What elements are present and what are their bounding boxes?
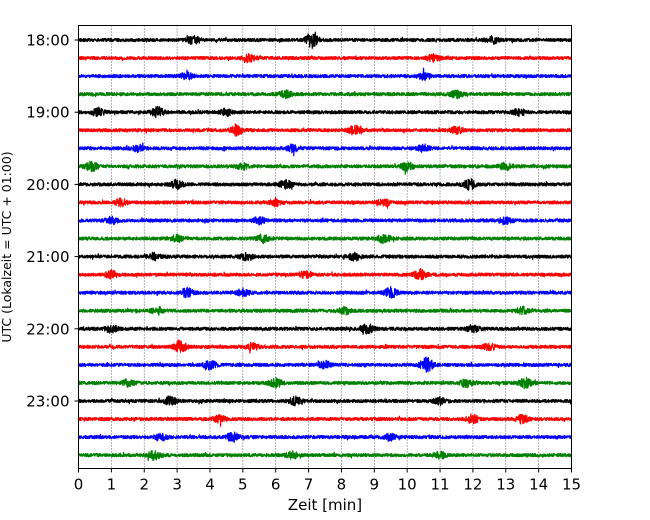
trace-line [77,376,573,390]
x-tick-label: 11 [430,476,449,494]
x-tick-label: 2 [139,476,149,494]
x-tick-label: 9 [370,476,380,494]
trace-line [77,431,573,444]
trace-series [77,31,573,462]
trace-line [77,215,573,226]
x-tick-label: 6 [271,476,281,494]
trace-line [77,286,573,299]
trace-line [77,123,572,137]
trace-line [78,160,573,175]
y-tick-label: 23:00 [26,393,69,411]
x-tick-label: 15 [562,476,581,494]
trace-line [77,305,573,316]
trace-line [78,197,573,209]
x-tick-label: 10 [398,476,417,494]
x-tick-label: 8 [337,476,347,494]
trace-line [77,142,573,157]
trace-line [77,52,573,64]
y-tick-label: 22:00 [26,320,69,338]
x-tick-label: 4 [205,476,215,494]
plot-frame [78,25,572,469]
x-tick-label: 13 [496,476,515,494]
x-tick-label: 0 [74,476,84,494]
y-tick-label: 19:00 [26,104,69,122]
trace-line [77,67,573,81]
y-axis-title: UTC (Lokalzeit = UTC + 01:00) [0,151,14,342]
vertical-gridlines [111,25,539,469]
x-tick-label: 5 [238,476,248,494]
x-tick-label: 7 [304,476,314,494]
y-tick-label: 18:00 [26,32,69,50]
trace-line [77,449,573,462]
x-tick-label: 3 [172,476,182,494]
trace-line [77,268,573,281]
x-tick-label: 1 [107,476,117,494]
y-tick-label: 20:00 [26,176,69,194]
x-axis-ticks: 0 1 2 3 4 5 6 7 8 9 10 11 12 13 14 15 [74,468,581,494]
x-tick-label: 12 [463,476,482,494]
y-tick-label: 21:00 [26,248,69,266]
trace-line [77,105,572,119]
y-axis-ticks: 18:00 19:00 20:00 21:00 22:00 23:00 [26,32,79,411]
trace-line [77,251,573,262]
x-axis-title: Zeit [min] [288,496,362,514]
trace-line [77,89,573,100]
trace-line [77,339,572,354]
x-tick-label: 14 [529,476,548,494]
trace-line [77,413,573,427]
trace-line [77,31,573,49]
trace-line [77,178,573,191]
trace-line [77,233,573,245]
trace-line [78,356,572,373]
trace-line [78,395,573,407]
trace-line [77,323,573,335]
